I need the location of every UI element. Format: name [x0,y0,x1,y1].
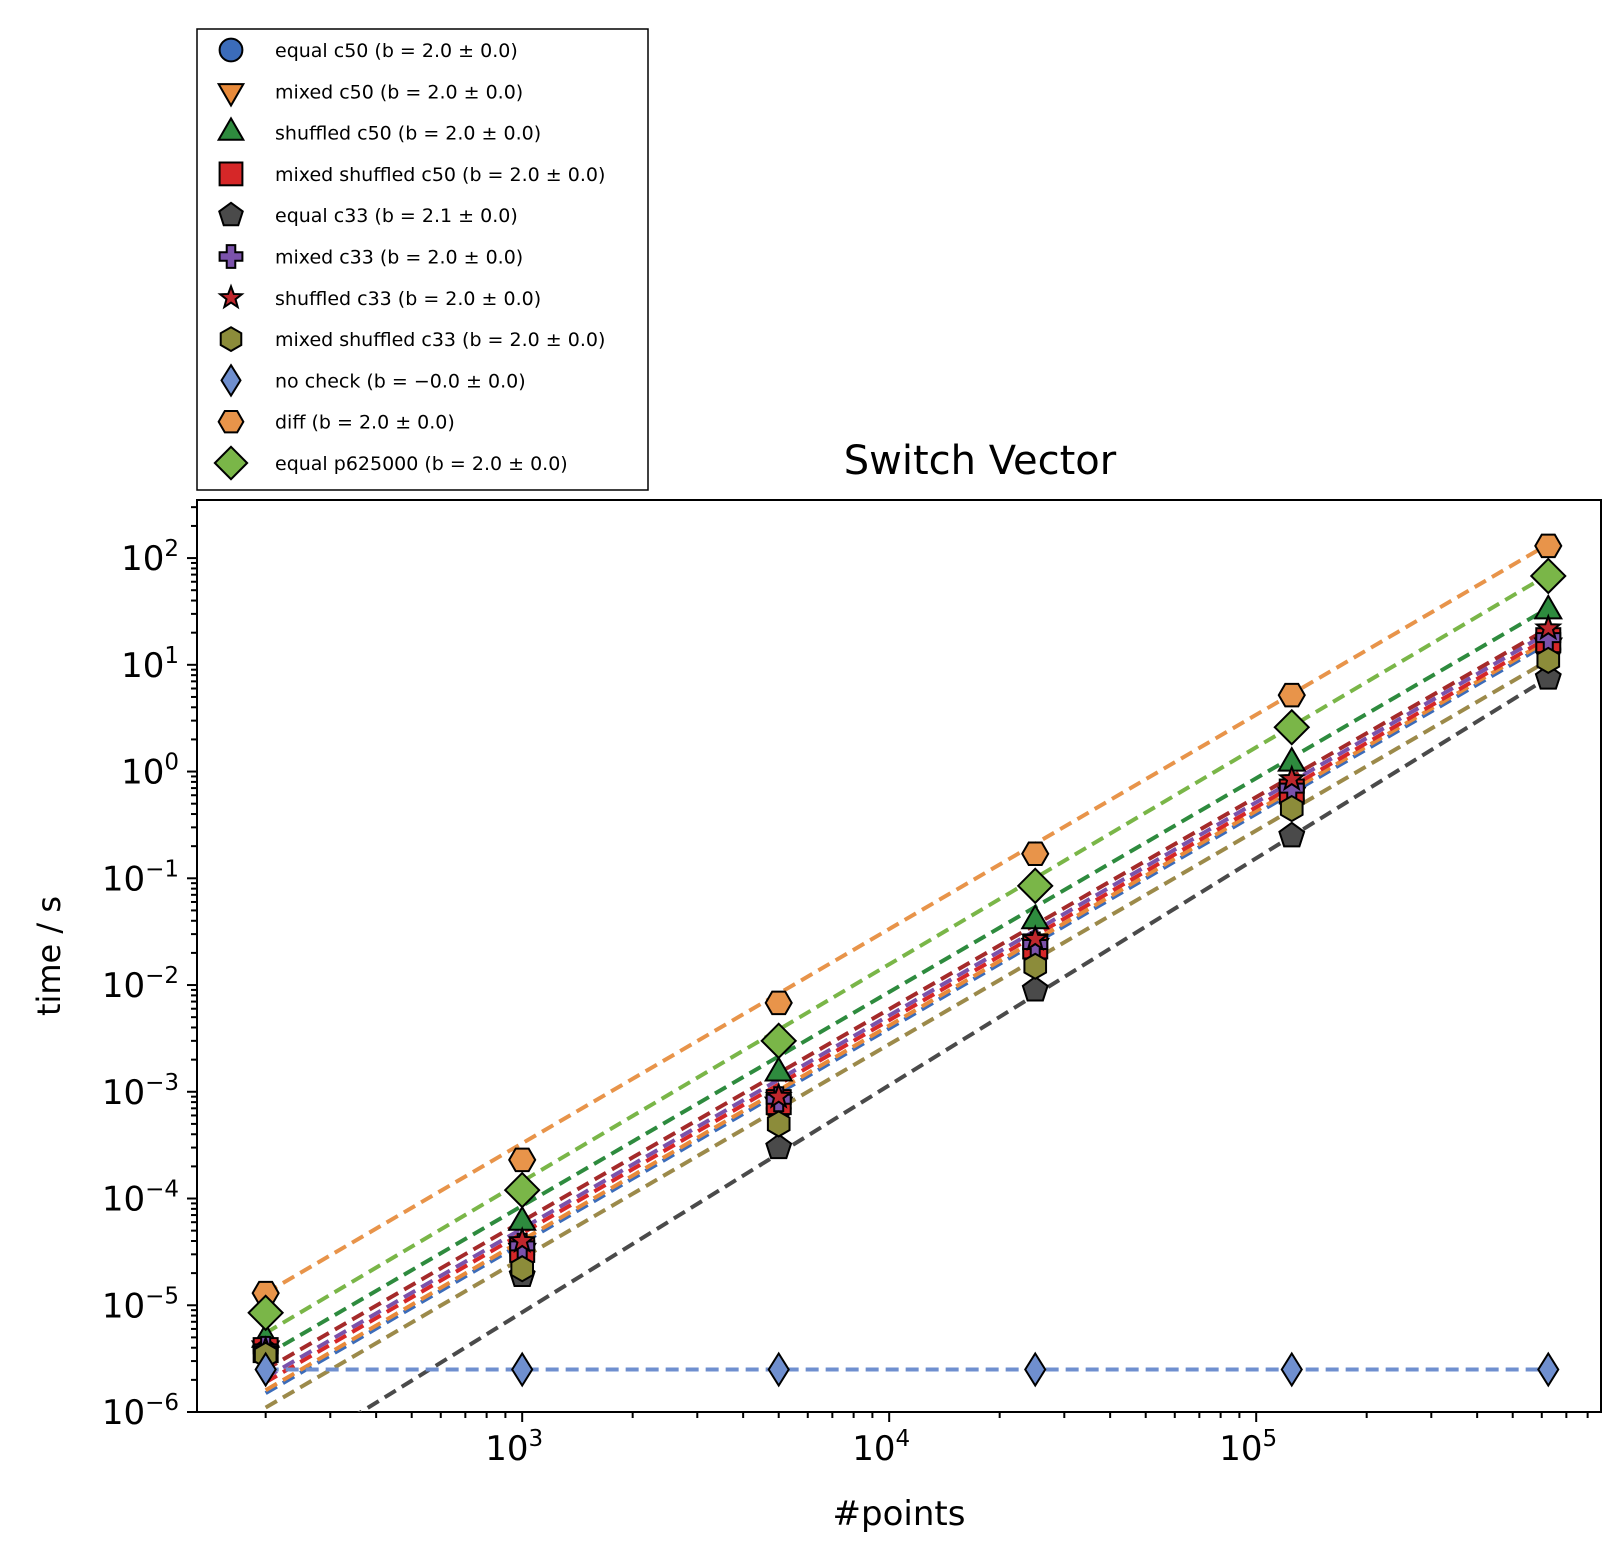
y-tick-label: 10−6 [102,1390,179,1433]
data-point-no-check [1537,1351,1560,1388]
legend-label: no check (b = −0.0 ± 0.0) [275,370,526,392]
data-point-mixed-shuffled-c33 [1279,794,1304,823]
legend-entry-equal-c50: equal c50 (b = 2.0 ± 0.0) [218,37,518,63]
legend-entry-mixed-shuffled-c50: mixed shuffled c50 (b = 2.0 ± 0.0) [218,161,605,187]
data-point-diff [508,1147,537,1173]
data-point-equal-p625000 [247,1294,285,1332]
legend-entry-mixed-shuffled-c33: mixed shuffled c33 (b = 2.0 ± 0.0) [219,326,605,353]
data-point-equal-p625000 [760,1022,798,1060]
fit-line-equal-c33 [357,675,1550,1412]
legend-label: shuffled c50 (b = 2.0 ± 0.0) [275,123,541,145]
legend-marker-shuffled-c50 [216,116,246,141]
legend-label: shuffled c33 (b = 2.0 ± 0.0) [275,288,541,310]
data-point-equal-p625000 [1273,708,1311,746]
fit-line-mixed-shuffled-c33 [264,658,1550,1410]
legend-marker-equal-c50 [218,37,244,63]
y-tick-label: 10−4 [102,1177,179,1220]
data-point-diff [1534,533,1563,559]
x-axis: 103 104 105 [264,1412,1589,1469]
legend-entry-no-check: no check (b = −0.0 ± 0.0) [220,363,526,398]
chart-title: Switch Vector [844,438,1117,484]
data-point-equal-p625000 [1529,557,1567,595]
legend-marker-equal-c33 [218,201,244,227]
data-point-diff [1021,841,1050,866]
y-tick-label: 10−1 [102,856,179,899]
data-point-shuffled-c33 [508,1226,537,1254]
data-point-no-check [254,1351,277,1388]
legend-label: equal c33 (b = 2.1 ± 0.0) [275,205,518,227]
data-point-mixed-shuffled-c33 [1536,646,1561,675]
fit-line-mixed-shuffled-c50 [264,635,1550,1384]
legend-marker-mixed-c50 [216,83,246,108]
legend-entry-mixed-c33: mixed c33 (b = 2.0 ± 0.0) [218,244,523,269]
data-point-shuffled-c33 [1277,764,1306,792]
legend-marker-mixed-c33 [218,244,244,269]
legend-marker-mixed-shuffled-c33 [219,326,243,353]
data-markers [247,533,1567,1388]
fit-line-shuffled-c33 [264,626,1550,1372]
legend-entry-shuffled-c33: shuffled c33 (b = 2.0 ± 0.0) [217,283,541,310]
y-tick-label: 100 [121,750,179,793]
data-point-mixed-shuffled-c33 [1023,952,1048,980]
y-tick-label: 101 [121,643,179,686]
data-point-equal-c33 [1534,663,1562,690]
y-axis-label: time / s [30,896,68,1016]
x-axis-label: #points [833,1494,966,1534]
y-tick-label: 10−5 [102,1283,179,1326]
fit-line-shuffled-c50 [264,606,1550,1357]
data-point-equal-c33 [1021,975,1049,1002]
legend-label: mixed c33 (b = 2.0 ± 0.0) [275,247,523,269]
legend-marker-equal-p625000 [213,445,249,481]
legend-box [196,28,649,491]
fit-lines [264,542,1550,1412]
legend-label: mixed c50 (b = 2.0 ± 0.0) [275,81,523,103]
data-point-shuffled-c33 [1534,613,1563,641]
legend-marker-no-check [220,363,242,398]
data-point-equal-p625000 [1016,867,1054,905]
legend-label: equal p625000 (b = 2.0 ± 0.0) [275,453,568,475]
data-point-no-check [511,1351,534,1388]
y-tick-label: 10−2 [102,963,179,1006]
legend-label: diff (b = 2.0 ± 0.0) [275,412,455,434]
fit-line-diff [264,542,1550,1295]
legend-label: mixed shuffled c33 (b = 2.0 ± 0.0) [275,329,605,351]
legend-entry-diff: diff (b = 2.0 ± 0.0) [217,410,455,434]
x-tick-label: 104 [852,1426,910,1469]
y-tick-label: 102 [121,536,179,579]
data-point-shuffled-c33 [764,1081,793,1109]
data-point-equal-c33 [1278,821,1306,848]
legend-marker-diff [217,410,245,434]
data-point-diff [764,990,793,1016]
fit-line-mixed-c33 [264,630,1550,1380]
fit-line-equal-c50 [264,641,1550,1395]
y-tick-label: 10−3 [102,1070,179,1113]
data-point-shuffled-c50 [763,1055,794,1082]
data-point-equal-p625000 [503,1171,541,1209]
data-point-no-check [767,1351,790,1388]
data-point-mixed-shuffled-c33 [510,1255,535,1283]
legend-entry-mixed-c50: mixed c50 (b = 2.0 ± 0.0) [216,81,523,108]
legend-entry-equal-p625000: equal p625000 (b = 2.0 ± 0.0) [213,445,568,481]
legend-marker-mixed-shuffled-c50 [218,161,244,187]
fit-line-equal-p625000 [264,572,1550,1335]
legend-entry-shuffled-c50: shuffled c50 (b = 2.0 ± 0.0) [216,116,541,145]
data-point-mixed-shuffled-c33 [766,1110,791,1138]
y-axis: 10−6 10−5 10−4 10−3 10−2 10−1 100 101 102 [102,506,197,1433]
legend: equal c50 (b = 2.0 ± 0.0) mixed c50 (b = … [213,37,605,481]
data-point-no-check [1280,1351,1303,1388]
fit-line-mixed-c50 [264,638,1550,1392]
data-point-shuffled-c33 [1021,924,1050,952]
data-point-equal-c33 [765,1133,793,1160]
x-tick-label: 105 [1219,1426,1277,1469]
legend-marker-shuffled-c33 [217,283,245,310]
legend-label: equal c50 (b = 2.0 ± 0.0) [275,40,518,62]
x-tick-label: 103 [485,1426,543,1469]
legend-entry-equal-c33: equal c33 (b = 2.1 ± 0.0) [218,201,518,227]
data-point-diff [1277,682,1306,708]
data-point-no-check [1024,1351,1047,1388]
legend-label: mixed shuffled c50 (b = 2.0 ± 0.0) [275,164,605,186]
